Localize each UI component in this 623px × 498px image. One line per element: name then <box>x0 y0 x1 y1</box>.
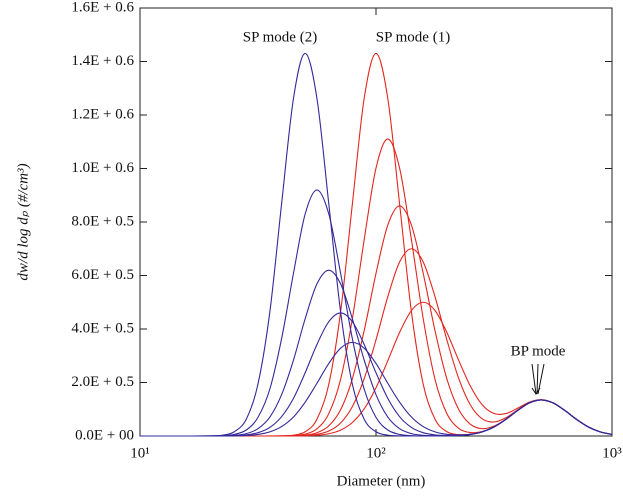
series-line <box>140 301 613 437</box>
y-axis-label: dw/d log dₚ (#/cm³) <box>15 163 31 280</box>
x-tick-label: 10³ <box>602 445 622 461</box>
annotation: BP mode <box>511 343 566 359</box>
y-tick-label: 1.2E + 0.6 <box>71 106 134 122</box>
y-tick-label: 1.6E + 0.6 <box>71 0 134 15</box>
y-tick-label: 1.0E + 0.6 <box>71 160 134 176</box>
x-tick-label: 10¹ <box>130 445 150 461</box>
y-tick-label: 2.0E + 0.5 <box>71 374 134 390</box>
series-line <box>140 248 613 437</box>
y-tick-label: 4.0E + 0.5 <box>71 320 134 336</box>
series-line <box>140 205 613 437</box>
x-tick-label: 10² <box>366 445 386 461</box>
y-tick-label: 1.4E + 0.6 <box>71 53 134 69</box>
arrow <box>531 363 545 395</box>
y-tick-label: 6.0E + 0.5 <box>71 267 134 283</box>
annotation-arrows <box>531 363 545 395</box>
series-line <box>140 138 613 437</box>
series-line <box>140 189 613 437</box>
arrow-head <box>531 387 541 395</box>
x-axis-label: Diameter (nm) <box>337 473 426 489</box>
annotation: SP mode (2) <box>243 29 317 45</box>
series-line <box>140 341 613 437</box>
annotation: SP mode (1) <box>376 29 450 45</box>
y-tick-label: 0.0E + 00 <box>75 427 134 443</box>
y-tick-label: 8.0E + 0.5 <box>71 213 134 229</box>
